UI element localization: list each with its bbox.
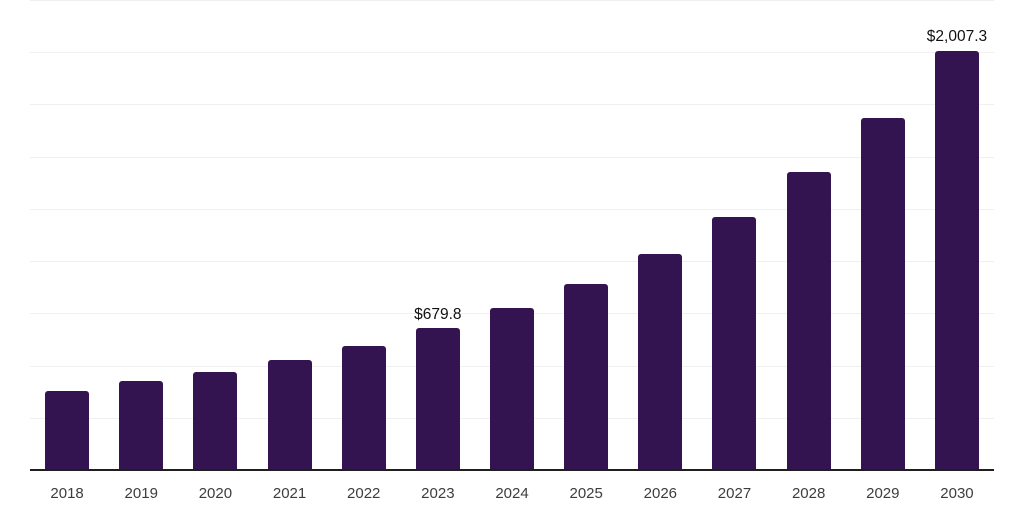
gridline-1000 — [30, 261, 994, 263]
x-axis-line — [30, 469, 994, 471]
x-tick-label-2030: 2030 — [940, 485, 974, 502]
x-tick-label-2020: 2020 — [198, 485, 233, 502]
bar-2018 — [45, 391, 90, 470]
bar-slot-2026 — [623, 0, 697, 470]
bar-slot-2029 — [846, 0, 920, 470]
x-tick-label-2024: 2024 — [495, 485, 529, 502]
x-tick-label-2018: 2018 — [50, 485, 84, 502]
x-axis-labels: 2018 2019 2020 2021 2022 2023 2024 2025 2026 2027… — [30, 485, 994, 503]
bar-2028 — [786, 171, 831, 470]
bar-slot-2023: $679.8 — [401, 0, 475, 470]
bar-2024 — [490, 307, 535, 470]
x-tick-label-2023: 2023 — [421, 485, 455, 502]
bar-2021 — [267, 359, 312, 470]
bar-slot-2018 — [30, 0, 104, 470]
bar-slot-2019 — [104, 0, 178, 470]
gridline-1750 — [30, 104, 994, 106]
bar-slot-2028 — [772, 0, 846, 470]
x-tick-label-2025: 2025 — [569, 485, 603, 502]
bar-2019 — [119, 381, 164, 470]
plot-area: $679.8 $2,007.3 — [30, 0, 994, 470]
bar-2029 — [860, 117, 905, 470]
x-tick-label-2029: 2029 — [866, 485, 900, 502]
gridline-1250 — [30, 208, 994, 210]
data-label-2030: $2,007.3 — [926, 28, 988, 46]
bar-slot-2030: $2,007.3 — [920, 0, 994, 470]
x-tick-label-2021: 2021 — [272, 485, 307, 502]
bar-slot-2027 — [697, 0, 771, 470]
bar-2023 — [415, 328, 460, 470]
bar-slot-2021 — [252, 0, 326, 470]
bar-2020 — [193, 372, 238, 470]
gridline-2000 — [30, 52, 994, 54]
bar-2025 — [564, 284, 609, 470]
x-tick-label-2028: 2028 — [791, 485, 826, 502]
data-label-2023: $679.8 — [414, 305, 462, 323]
gridline-1500 — [30, 156, 994, 158]
bar-slot-2020 — [178, 0, 252, 470]
x-tick-label-2022: 2022 — [347, 485, 381, 502]
bar-slot-2025 — [549, 0, 623, 470]
bar-2026 — [638, 254, 683, 470]
x-tick-label-2019: 2019 — [124, 485, 158, 502]
gridline-2250 — [30, 0, 994, 1]
bar-slot-2022 — [327, 0, 401, 470]
bars-container: $679.8 $2,007.3 — [30, 0, 994, 470]
bar-2030 — [934, 50, 979, 470]
bar-2022 — [341, 345, 386, 470]
bar-slot-2024 — [475, 0, 549, 470]
bar-2027 — [712, 217, 757, 470]
x-tick-label-2027: 2027 — [717, 485, 752, 502]
x-tick-label-2026: 2026 — [643, 485, 678, 502]
